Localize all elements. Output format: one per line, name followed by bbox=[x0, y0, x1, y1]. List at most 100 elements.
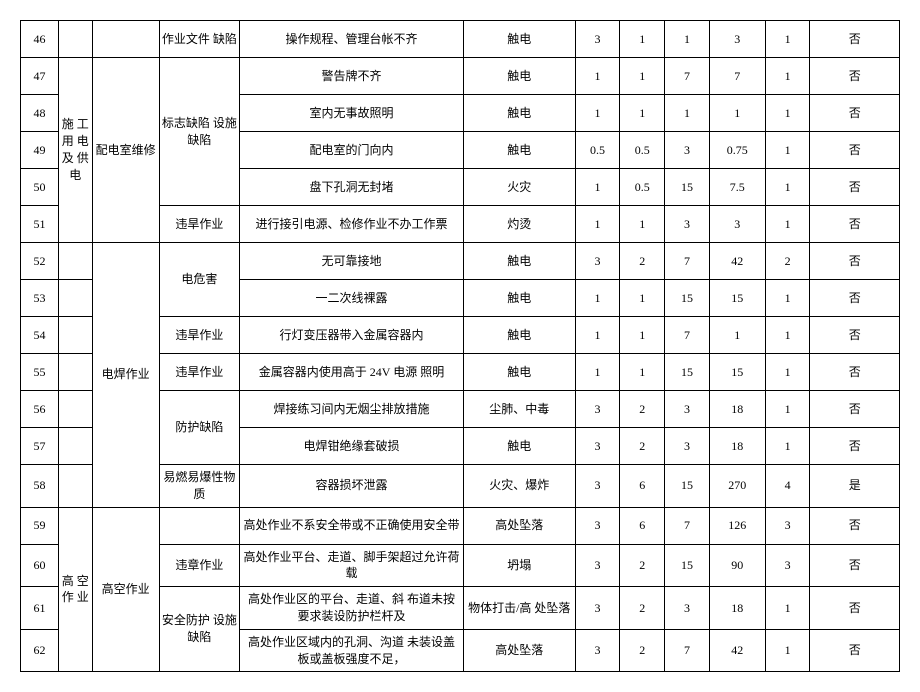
cell-no: 54 bbox=[21, 317, 59, 354]
cell-yn: 否 bbox=[810, 21, 900, 58]
cell-n1: 3 bbox=[575, 243, 620, 280]
cell-n3: 7 bbox=[665, 243, 710, 280]
cell-hazard: 触电 bbox=[463, 58, 575, 95]
cell-n5: 1 bbox=[765, 391, 810, 428]
cell-cat1 bbox=[59, 317, 93, 354]
cell-n1: 3 bbox=[575, 428, 620, 465]
cell-n5: 1 bbox=[765, 354, 810, 391]
cell-hazard: 触电 bbox=[463, 280, 575, 317]
cell-n2: 1 bbox=[620, 280, 665, 317]
cell-no: 52 bbox=[21, 243, 59, 280]
cell-n5: 1 bbox=[765, 629, 810, 672]
cell-cat1: 施 工用 电及 供电 bbox=[59, 58, 93, 243]
cell-n1: 1 bbox=[575, 354, 620, 391]
cell-n1: 1 bbox=[575, 95, 620, 132]
cell-n2: 2 bbox=[620, 391, 665, 428]
cell-no: 62 bbox=[21, 629, 59, 672]
safety-hazard-table: 46作业文件 缺陷操作规程、管理台帐不齐触电31131否47施 工用 电及 供电… bbox=[20, 20, 900, 672]
cell-n4: 90 bbox=[709, 544, 765, 587]
cell-n5: 1 bbox=[765, 317, 810, 354]
cell-cat3: 违章作业 bbox=[159, 544, 240, 587]
cell-n2: 2 bbox=[620, 587, 665, 630]
cell-n4: 1 bbox=[709, 95, 765, 132]
cell-no: 50 bbox=[21, 169, 59, 206]
cell-hazard: 灼烫 bbox=[463, 206, 575, 243]
cell-cat1 bbox=[59, 465, 93, 508]
cell-hazard: 高处坠落 bbox=[463, 629, 575, 672]
cell-yn: 否 bbox=[810, 243, 900, 280]
cell-cat1 bbox=[59, 354, 93, 391]
cell-n1: 0.5 bbox=[575, 132, 620, 169]
cell-n2: 2 bbox=[620, 428, 665, 465]
cell-n4: 42 bbox=[709, 629, 765, 672]
cell-n3: 7 bbox=[665, 317, 710, 354]
cell-desc: 高处作业不系安全带或不正确使用安全带 bbox=[240, 507, 464, 544]
cell-yn: 否 bbox=[810, 428, 900, 465]
cell-n3: 1 bbox=[665, 95, 710, 132]
cell-n2: 6 bbox=[620, 507, 665, 544]
cell-cat3: 电危害 bbox=[159, 243, 240, 317]
cell-n5: 1 bbox=[765, 428, 810, 465]
cell-no: 56 bbox=[21, 391, 59, 428]
cell-cat1 bbox=[59, 21, 93, 58]
cell-desc: 无可靠接地 bbox=[240, 243, 464, 280]
cell-desc: 盘下孔洞无封堵 bbox=[240, 169, 464, 206]
cell-desc: 操作规程、管理台帐不齐 bbox=[240, 21, 464, 58]
cell-cat3: 作业文件 缺陷 bbox=[159, 21, 240, 58]
cell-cat3: 防护缺陷 bbox=[159, 391, 240, 465]
cell-n4: 0.75 bbox=[709, 132, 765, 169]
cell-cat1 bbox=[59, 428, 93, 465]
cell-desc: 警告牌不齐 bbox=[240, 58, 464, 95]
cell-hazard: 火灾 bbox=[463, 169, 575, 206]
cell-no: 53 bbox=[21, 280, 59, 317]
cell-n3: 15 bbox=[665, 465, 710, 508]
cell-no: 59 bbox=[21, 507, 59, 544]
cell-desc: 高处作业区域内的孔洞、沟道 未装设盖板或盖板强度不足， bbox=[240, 629, 464, 672]
cell-n5: 1 bbox=[765, 169, 810, 206]
cell-n5: 3 bbox=[765, 544, 810, 587]
cell-n4: 1 bbox=[709, 317, 765, 354]
cell-no: 46 bbox=[21, 21, 59, 58]
cell-desc: 进行接引电源、检修作业不办工作票 bbox=[240, 206, 464, 243]
cell-cat2: 配电室维修 bbox=[92, 58, 159, 243]
cell-desc: 行灯变压器带入金属容器内 bbox=[240, 317, 464, 354]
cell-n4: 42 bbox=[709, 243, 765, 280]
cell-n5: 1 bbox=[765, 587, 810, 630]
cell-cat1 bbox=[59, 280, 93, 317]
cell-hazard: 触电 bbox=[463, 243, 575, 280]
cell-no: 47 bbox=[21, 58, 59, 95]
cell-no: 49 bbox=[21, 132, 59, 169]
cell-cat3: 违旱作业 bbox=[159, 317, 240, 354]
cell-yn: 否 bbox=[810, 206, 900, 243]
cell-yn: 否 bbox=[810, 169, 900, 206]
cell-hazard: 物体打击/高 处坠落 bbox=[463, 587, 575, 630]
cell-n5: 1 bbox=[765, 280, 810, 317]
cell-n1: 1 bbox=[575, 206, 620, 243]
cell-yn: 否 bbox=[810, 507, 900, 544]
cell-desc: 电焊钳绝缘套破损 bbox=[240, 428, 464, 465]
cell-hazard: 尘肺、中毒 bbox=[463, 391, 575, 428]
cell-n2: 0.5 bbox=[620, 132, 665, 169]
cell-n3: 3 bbox=[665, 428, 710, 465]
cell-yn: 否 bbox=[810, 544, 900, 587]
cell-hazard: 坍塌 bbox=[463, 544, 575, 587]
cell-n5: 1 bbox=[765, 58, 810, 95]
cell-n4: 270 bbox=[709, 465, 765, 508]
cell-n1: 1 bbox=[575, 280, 620, 317]
cell-yn: 否 bbox=[810, 587, 900, 630]
cell-n3: 7 bbox=[665, 58, 710, 95]
cell-n4: 126 bbox=[709, 507, 765, 544]
cell-n5: 3 bbox=[765, 507, 810, 544]
cell-n2: 1 bbox=[620, 95, 665, 132]
cell-n1: 3 bbox=[575, 507, 620, 544]
cell-yn: 否 bbox=[810, 58, 900, 95]
cell-cat2: 高空作业 bbox=[92, 507, 159, 672]
cell-n3: 3 bbox=[665, 587, 710, 630]
cell-yn: 否 bbox=[810, 280, 900, 317]
cell-hazard: 触电 bbox=[463, 354, 575, 391]
cell-n3: 3 bbox=[665, 206, 710, 243]
cell-n4: 7 bbox=[709, 58, 765, 95]
cell-n2: 1 bbox=[620, 354, 665, 391]
cell-no: 57 bbox=[21, 428, 59, 465]
cell-desc: 焊接练习间内无烟尘排放措施 bbox=[240, 391, 464, 428]
